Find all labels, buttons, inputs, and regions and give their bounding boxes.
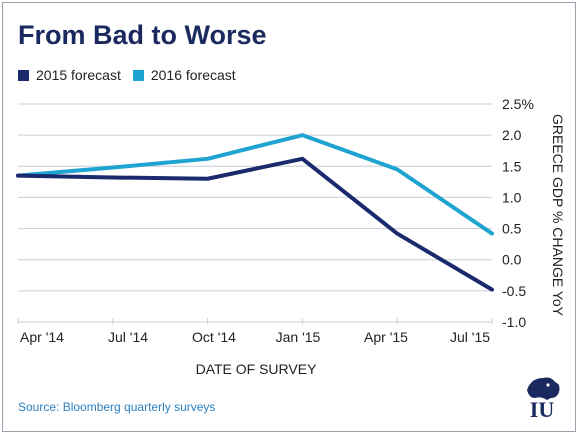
legend-label-2016: 2016 forecast bbox=[150, 67, 236, 83]
y-tick-label: 1.5 bbox=[502, 158, 522, 174]
y-tick-label: 2.5% bbox=[502, 96, 534, 112]
legend-label-2015: 2015 forecast bbox=[36, 67, 121, 83]
y-tick-label: -0.5 bbox=[502, 283, 526, 299]
series-lines bbox=[16, 133, 494, 292]
legend-item-2016: 2016 forecast bbox=[132, 67, 236, 83]
legend-item-2015: 2015 forecast bbox=[18, 67, 121, 83]
y-tick-labels: 2.5% 2.0 1.5 1.0 0.5 0.0 -0.5 -1.0 bbox=[502, 96, 534, 330]
y-tick-label: 1.0 bbox=[502, 189, 522, 205]
x-tick-label: Jan '15 bbox=[276, 329, 321, 345]
gridlines bbox=[17, 103, 493, 324]
x-tick-label: Apr '14 bbox=[20, 329, 64, 345]
chart-frame bbox=[2, 2, 576, 432]
y-tick-label: 0.5 bbox=[502, 221, 522, 237]
x-tick-label: Jul '14 bbox=[108, 329, 148, 345]
x-axis-title: DATE OF SURVEY bbox=[196, 361, 318, 377]
x-tick-label: Apr '15 bbox=[364, 329, 408, 345]
y-tick-label: 2.0 bbox=[502, 127, 522, 143]
x-tick-label: Oct '14 bbox=[192, 329, 236, 345]
x-tick-labels: Apr '14 Jul '14 Oct '14 Jan '15 Apr '15 Jul '… bbox=[20, 329, 490, 345]
y-axis-title: GREECE GDP % CHANGE YoY bbox=[550, 114, 566, 317]
lion-shield-logo: IU bbox=[517, 370, 567, 422]
series-line-2015-forecast bbox=[16, 156, 494, 292]
y-tick-label: 0.0 bbox=[502, 252, 522, 268]
source-note: Source: Bloomberg quarterly surveys bbox=[18, 400, 216, 414]
legend: 2015 forecast 2016 forecast bbox=[18, 67, 248, 83]
y-tick-label: -1.0 bbox=[502, 314, 526, 330]
x-tick-label: Jul '15 bbox=[450, 329, 490, 345]
legend-swatch-2015 bbox=[18, 69, 29, 81]
series-line-2016-forecast bbox=[16, 133, 494, 236]
legend-swatch-2016 bbox=[132, 69, 144, 81]
svg-text:IU: IU bbox=[530, 397, 555, 420]
chart-title: From Bad to Worse bbox=[18, 20, 267, 50]
